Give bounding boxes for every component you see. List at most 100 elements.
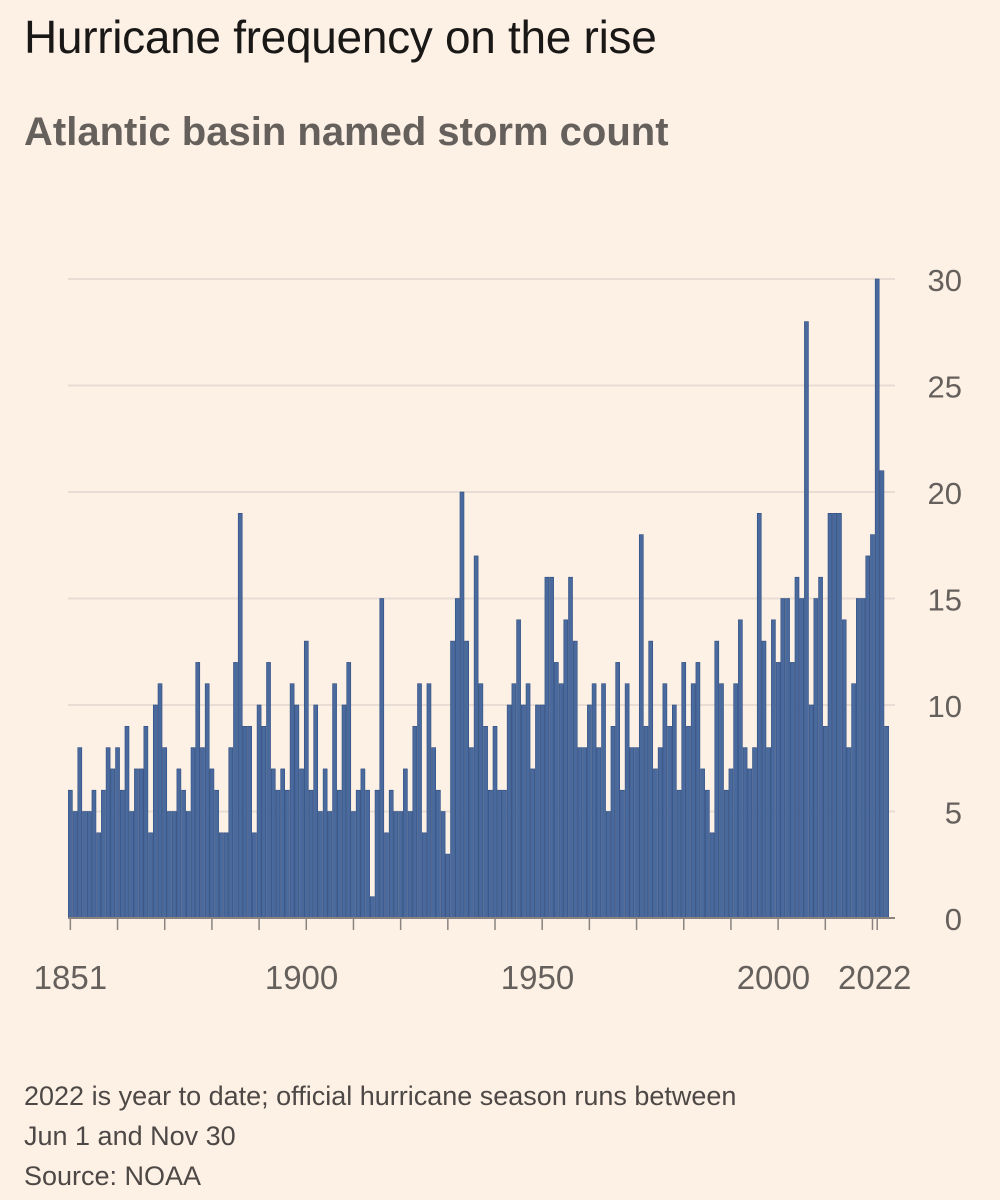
bar-2006 — [799, 598, 805, 919]
bar-1955 — [558, 683, 564, 919]
bar-1995 — [747, 768, 753, 919]
bar-1872 — [167, 811, 172, 919]
y-tick-label: 0 — [945, 902, 962, 937]
bar-1896 — [280, 768, 285, 919]
bar-1864 — [129, 811, 135, 919]
bar-1996 — [752, 747, 757, 919]
bar-1875 — [181, 789, 186, 919]
footnote: 2022 is year to date; official hurricane… — [24, 1076, 974, 1196]
bar-1866 — [138, 768, 144, 919]
bar-1972 — [638, 534, 644, 919]
bar-2002 — [780, 598, 786, 919]
bar-1969 — [624, 683, 630, 919]
bar-1895 — [275, 789, 281, 919]
chart-title: Hurricane frequency on the rise — [24, 11, 657, 63]
bar-1953 — [549, 576, 554, 919]
bar-1889 — [247, 725, 252, 919]
bar-1950 — [535, 704, 540, 919]
bar-1860 — [110, 768, 116, 919]
bar-1964 — [601, 683, 606, 919]
x-tick-label: 1851 — [34, 959, 107, 996]
bar-1899 — [294, 704, 300, 919]
bar-2005 — [794, 576, 800, 919]
bar-2019 — [860, 598, 866, 919]
bar-1921 — [398, 811, 403, 919]
bar-1983 — [690, 683, 696, 919]
y-tick-label: 20 — [928, 476, 962, 511]
bar-2007 — [804, 321, 809, 919]
bar-1993 — [738, 619, 743, 919]
bar-1883 — [219, 832, 224, 919]
bar-2012 — [827, 512, 833, 919]
bar-1922 — [403, 768, 408, 919]
bar-2001 — [775, 662, 781, 919]
bar-2022 — [874, 278, 880, 919]
bar-1944 — [506, 704, 512, 919]
bar-1855 — [86, 811, 92, 919]
bar-chart: 0 5 10 15 20 25 30 1851 1900 1950 2000 2022 — [34, 263, 962, 996]
bar-1992 — [733, 683, 738, 919]
bar-1940 — [487, 789, 493, 919]
bar-1961 — [587, 704, 592, 919]
bar-2016 — [846, 747, 852, 919]
bar-1911 — [351, 811, 356, 919]
bar-1933 — [454, 598, 460, 919]
bar-1984 — [695, 662, 701, 919]
bar-2009 — [813, 598, 819, 919]
bar-2021 — [870, 534, 875, 919]
bar-1913 — [360, 768, 366, 919]
bar-1879 — [200, 747, 205, 919]
bar-1960 — [582, 747, 587, 919]
bar-1931 — [445, 853, 451, 919]
bar-1988 — [714, 640, 720, 919]
bar-2011 — [822, 725, 828, 919]
x-tick-label: 1900 — [265, 959, 338, 996]
bar-1880 — [204, 683, 210, 919]
bar-1853 — [77, 747, 83, 919]
footnote-note-line1: 2022 is year to date; official hurricane… — [24, 1081, 737, 1111]
bar-1943 — [502, 789, 507, 919]
bar-1852 — [72, 811, 78, 919]
chart-subtitle: Atlantic basin named storm count — [24, 110, 669, 154]
footnote-source: Source: NOAA — [24, 1161, 202, 1191]
bar-1949 — [530, 768, 536, 919]
bar-1884 — [223, 832, 229, 919]
bar-1861 — [115, 747, 120, 919]
bar-1936 — [469, 747, 474, 919]
bar-1968 — [620, 789, 625, 919]
bar-1909 — [341, 704, 347, 919]
bar-1970 — [629, 747, 635, 919]
bar-2003 — [785, 598, 790, 919]
bar-1904 — [318, 811, 323, 919]
bar-1952 — [544, 576, 550, 919]
bar-2010 — [818, 576, 823, 919]
bar-1924 — [412, 725, 418, 919]
bar-1975 — [653, 768, 658, 919]
x-tick-label: 2022 — [838, 959, 911, 996]
bar-1932 — [450, 640, 455, 919]
bar-1928 — [431, 747, 436, 919]
bar-1918 — [384, 832, 389, 919]
bar-1910 — [346, 662, 352, 919]
bar-1966 — [610, 725, 616, 919]
footnote-note-line2: Jun 1 and Nov 30 — [24, 1121, 236, 1151]
x-tick-label: 2000 — [737, 959, 810, 996]
bar-1967 — [615, 662, 621, 919]
bar-1888 — [242, 725, 248, 919]
bar-1894 — [270, 768, 276, 919]
bar-1951 — [539, 704, 545, 919]
bar-1935 — [464, 640, 470, 919]
bar-1945 — [511, 683, 517, 919]
bar-1893 — [266, 662, 271, 919]
bar-1999 — [766, 747, 771, 919]
bar-1919 — [388, 789, 394, 919]
bar-1985 — [700, 768, 705, 919]
bar-1971 — [634, 747, 639, 919]
bar-1965 — [605, 811, 611, 919]
bar-1905 — [322, 768, 328, 919]
bar-1925 — [417, 683, 422, 919]
bar-1912 — [355, 789, 361, 919]
bars — [68, 278, 889, 919]
bar-1907 — [332, 683, 337, 919]
bar-1859 — [105, 747, 111, 919]
